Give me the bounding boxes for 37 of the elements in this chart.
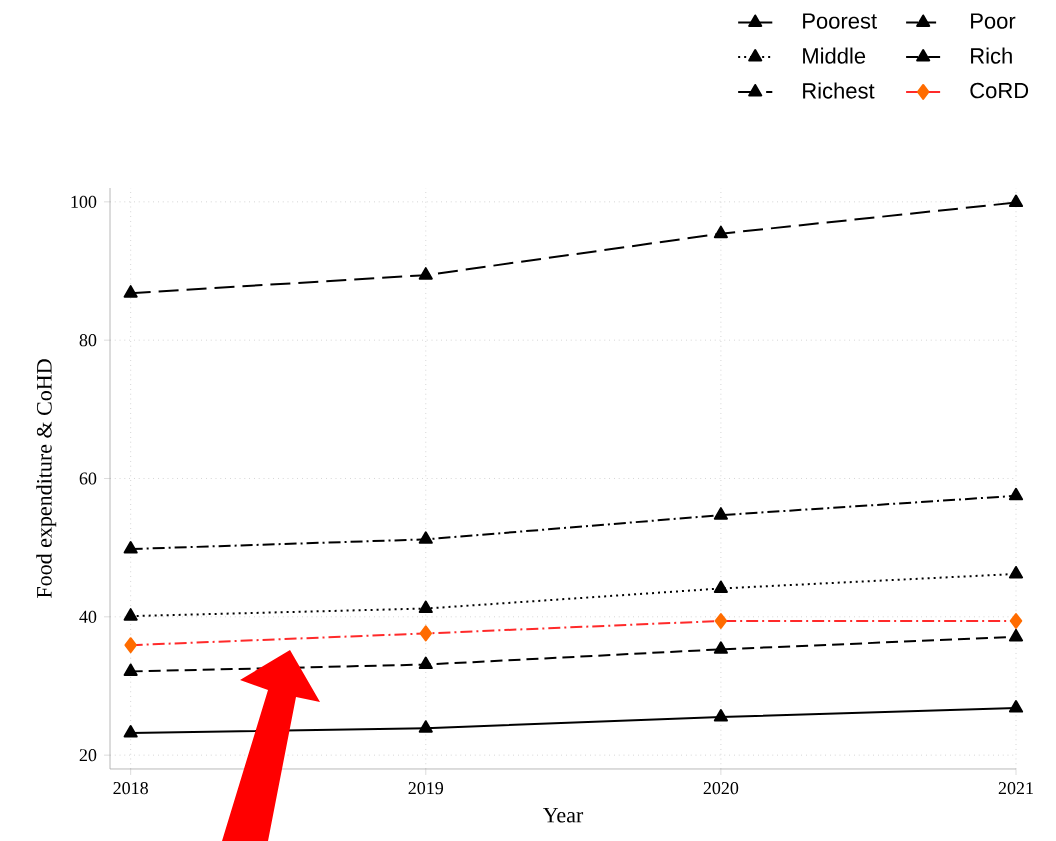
point [713,709,728,722]
point [1008,487,1024,501]
point [713,641,728,654]
point [1008,628,1024,642]
point [123,541,138,554]
point [1008,194,1024,208]
legend-label: CoRD [970,82,1029,99]
x-tick-label: 2021 [998,782,1033,795]
point [1008,565,1024,579]
point [1008,700,1024,713]
point [418,720,433,733]
legend-label: Rich [971,47,1012,64]
point [123,608,138,621]
legend-label: Middle [803,47,866,64]
point [418,600,433,614]
point [123,285,138,298]
point [418,267,433,280]
point [123,725,138,738]
legend-label: Poorest [803,13,877,29]
y-axis-title: Food expenditure & CoHD [36,359,57,598]
y-tick-label: 20 [79,749,97,762]
point [418,656,433,670]
legend-label: Poor [971,13,1016,29]
y-tick-label: 60 [79,472,97,485]
point [713,507,728,520]
x-axis-title: Year [542,807,584,823]
x-tick-label: 2020 [703,782,739,795]
legend-label: Richest [803,82,875,99]
point [713,225,728,239]
point [418,531,433,544]
y-tick-label: 80 [79,334,97,347]
x-tick-label: 2019 [408,782,444,795]
point [713,580,728,593]
point [123,663,138,676]
x-tick-label: 2018 [113,782,148,795]
y-tick-label: 40 [79,610,97,623]
y-tick-label: 100 [71,195,97,208]
